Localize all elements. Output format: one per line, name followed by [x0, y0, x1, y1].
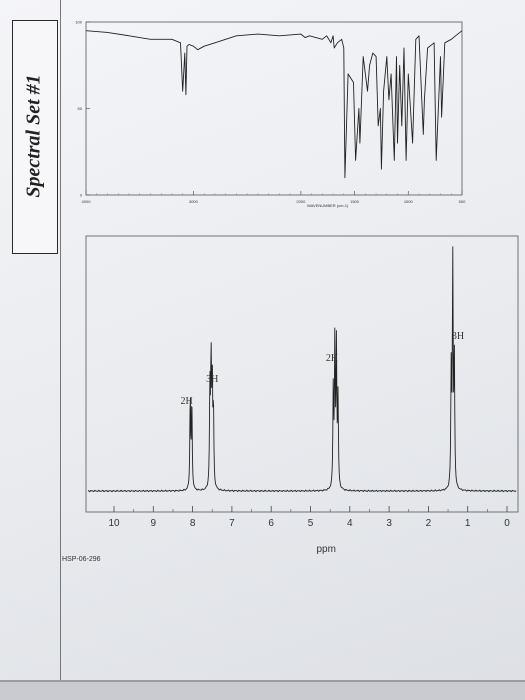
ir-y-tick-label: 100 — [75, 20, 82, 25]
title-box — [12, 20, 58, 254]
nmr-integration-label: 2H — [180, 396, 192, 407]
left-margin-line — [60, 0, 61, 680]
nmr-x-tick-label: 8 — [190, 518, 196, 529]
spectrum-sheet — [0, 0, 525, 680]
nmr-x-tick-label: 10 — [108, 518, 120, 529]
ir-x-tick-label: 3000 — [189, 199, 199, 204]
nmr-x-tick-label: 2 — [426, 518, 432, 529]
nmr-x-tick-label: 3 — [386, 518, 392, 529]
ir-trace — [85, 30, 463, 179]
ir-y-tick-label: 0 — [80, 193, 83, 198]
ir-x-tick-label: 4000 — [82, 199, 92, 204]
nmr-integration-label: 2H — [326, 353, 338, 364]
nmr-x-tick-label: 0 — [504, 518, 510, 529]
footer-id: HSP-06-296 — [62, 556, 101, 563]
ir-y-tick-label: 50 — [78, 106, 83, 111]
ir-x-tick-label: 500 — [459, 199, 466, 204]
nmr-integration-label: 3H — [206, 374, 218, 385]
ir-frame — [85, 21, 463, 196]
ir-x-tick-label: 2000 — [296, 199, 306, 204]
nmr-x-tick-label: 9 — [151, 518, 157, 529]
nmr-x-tick-label: 6 — [268, 518, 274, 529]
nmr-x-tick-label: 5 — [308, 518, 314, 529]
bottom-rule — [0, 680, 525, 682]
nmr-x-tick-label: 4 — [347, 518, 353, 529]
ir-x-axis-label: WAVENUMBER (cm-1) — [307, 203, 349, 208]
nmr-x-tick-label: 1 — [465, 518, 471, 529]
ir-x-tick-label: 1500 — [350, 199, 360, 204]
nmr-x-axis-label: ppm — [316, 544, 335, 555]
nmr-integration-label: 3H — [452, 331, 464, 342]
nmr-x-tick-label: 7 — [229, 518, 235, 529]
ir-x-tick-label: 1000 — [404, 199, 414, 204]
nmr-frame — [85, 235, 519, 513]
nmr-trace — [87, 246, 517, 493]
